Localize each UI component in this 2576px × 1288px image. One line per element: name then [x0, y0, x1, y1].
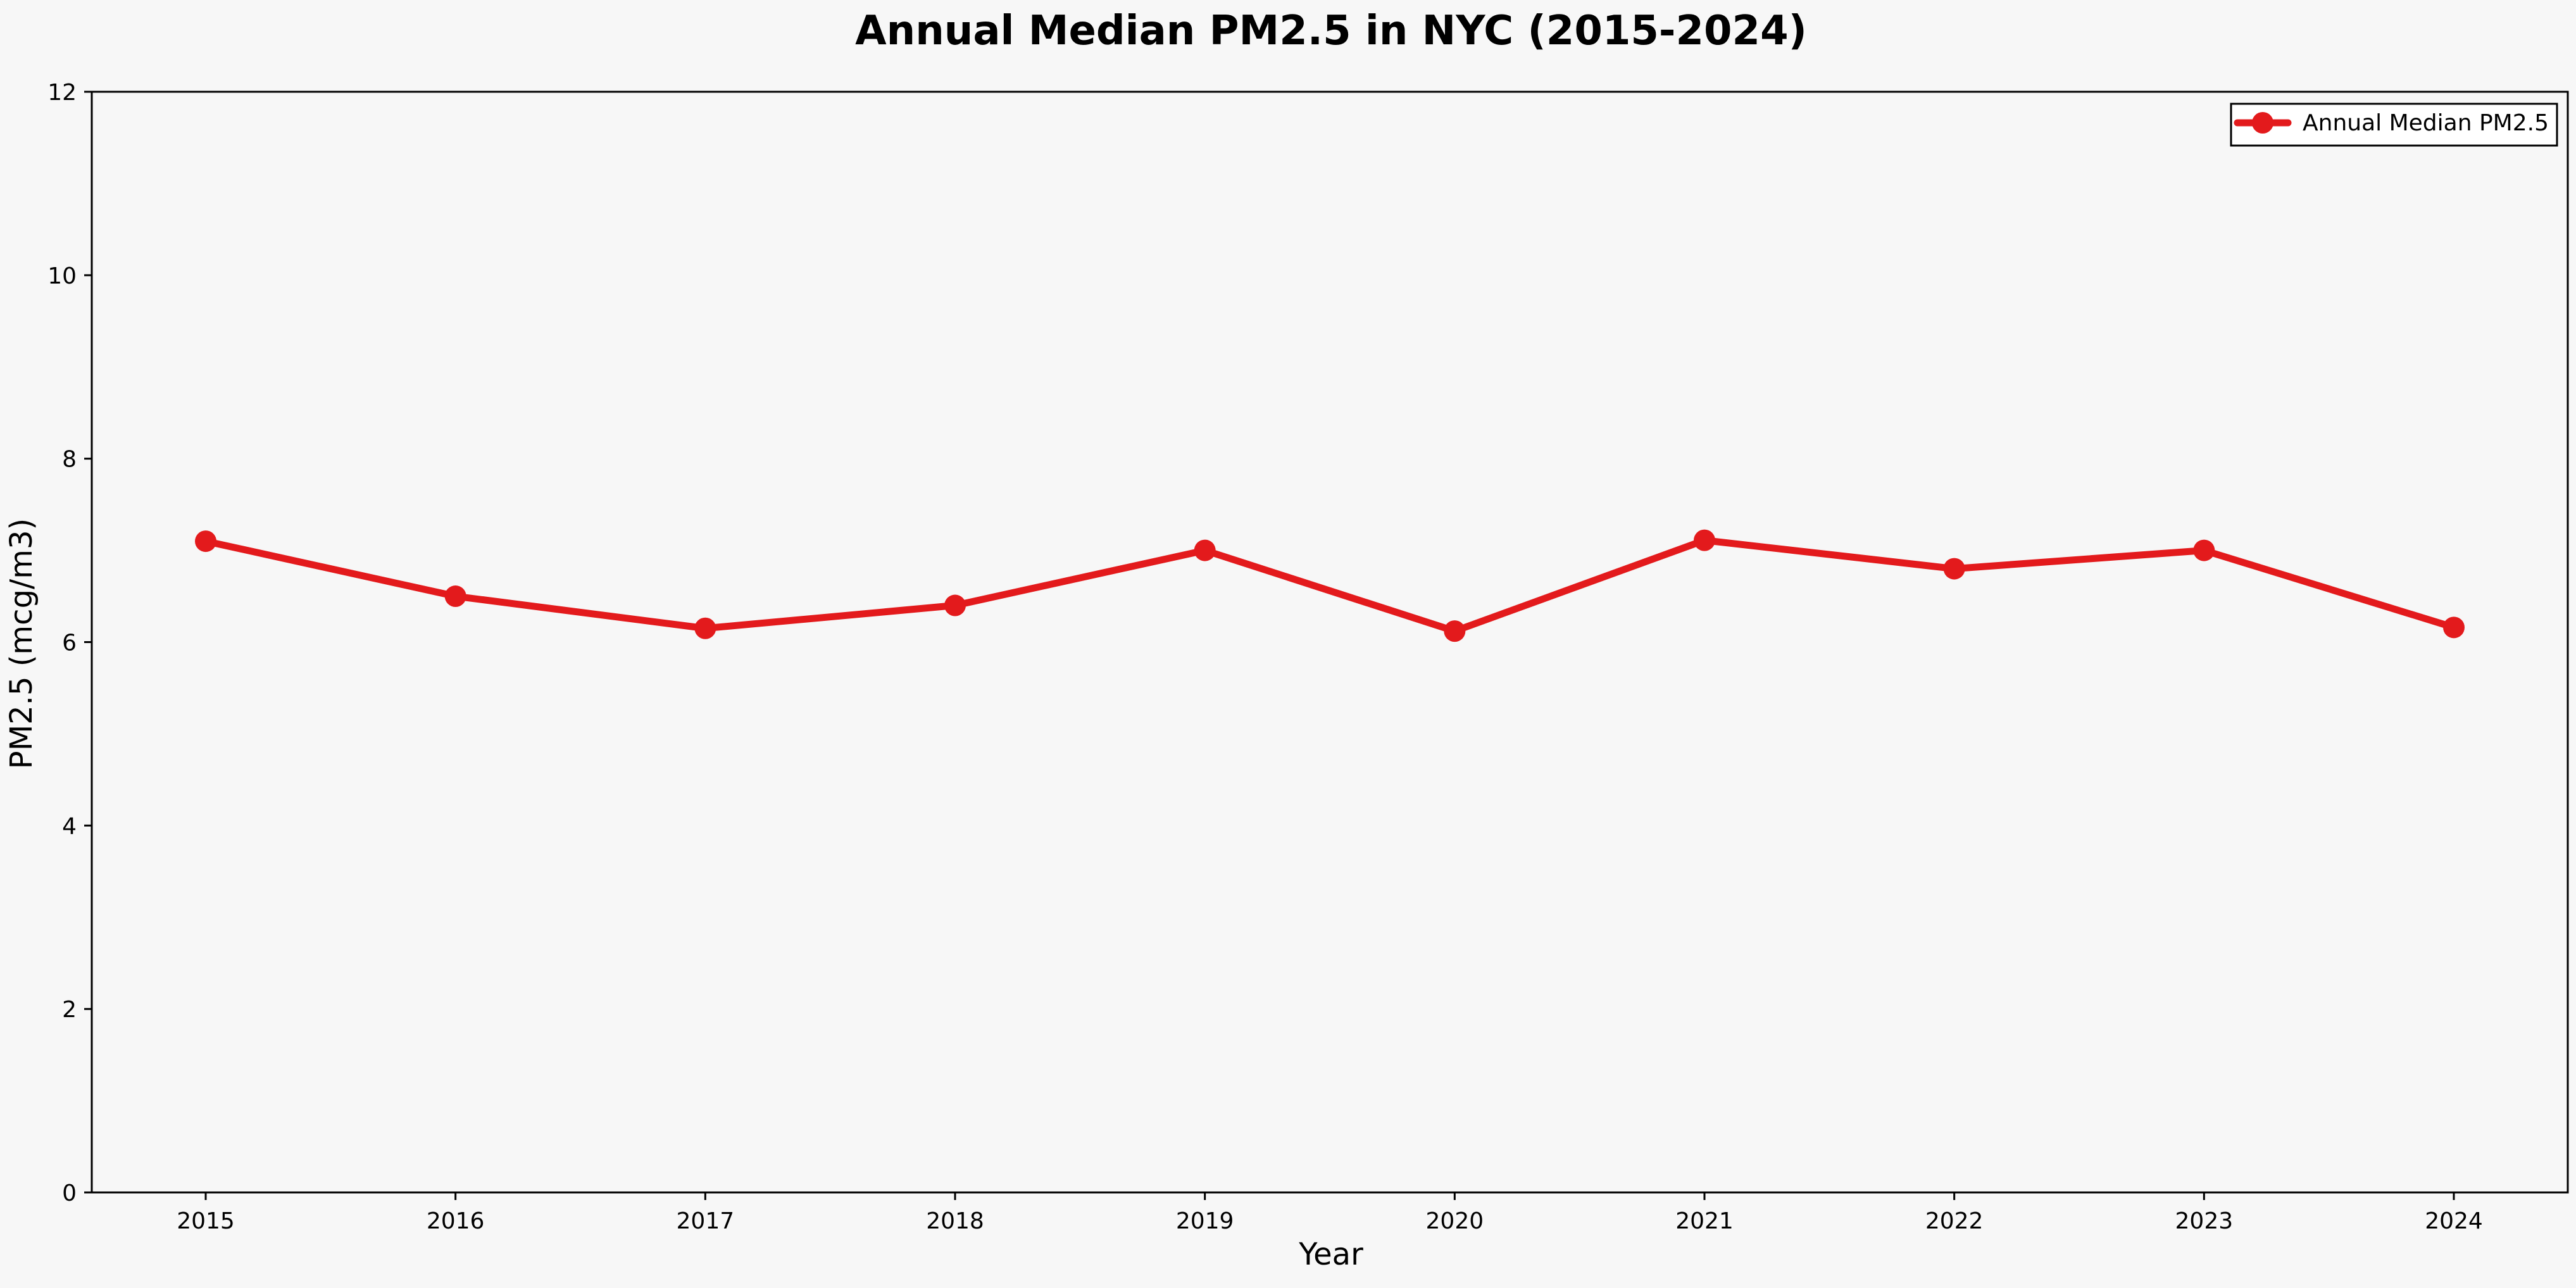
y-axis-ticks: 0 2 4 6 8 10 12	[47, 80, 92, 1206]
x-axis-ticks: 2015 2016 2017 2018 2019 2020 2021 2022 2023 2024	[177, 1192, 2483, 1234]
data-point-2020	[1444, 620, 1466, 642]
data-point-2017	[694, 617, 716, 639]
data-point-2015	[195, 530, 216, 553]
legend-marker	[2252, 112, 2273, 134]
x-axis-label: Year	[1298, 1237, 1363, 1272]
legend: Annual Median PM2.5	[2230, 103, 2558, 147]
y-tick-label: 2	[62, 997, 77, 1023]
data-point-2016	[444, 585, 466, 608]
y-tick-label: 8	[62, 447, 77, 473]
x-tick-label: 2017	[677, 1208, 735, 1234]
x-tick-label: 2022	[1925, 1208, 1984, 1234]
data-point-2024	[2443, 616, 2465, 639]
x-tick-label: 2020	[1426, 1208, 1484, 1234]
chart-title: Annual Median PM2.5 in NYC (2015-2024)	[855, 8, 1807, 54]
x-tick-label: 2023	[2175, 1208, 2234, 1234]
y-tick-label: 4	[62, 813, 77, 839]
data-point-2019	[1194, 539, 1216, 561]
data-point-2021	[1694, 529, 1715, 551]
x-tick-label: 2015	[177, 1208, 235, 1234]
x-tick-label: 2024	[2425, 1208, 2483, 1234]
data-point-2022	[1943, 558, 1965, 580]
y-tick-label: 0	[62, 1180, 77, 1206]
x-tick-label: 2018	[926, 1208, 984, 1234]
series-line	[202, 537, 2458, 635]
y-axis-label: PM2.5 (mcg/m3)	[4, 518, 39, 770]
x-tick-label: 2016	[427, 1208, 485, 1234]
legend-label: Annual Median PM2.5	[2303, 110, 2549, 136]
y-tick-label: 12	[47, 80, 77, 106]
data-point-2018	[944, 594, 966, 616]
data-point-2023	[2193, 539, 2215, 561]
y-tick-label: 6	[62, 630, 77, 656]
x-tick-label: 2021	[1675, 1208, 1734, 1234]
x-tick-label: 2019	[1176, 1208, 1234, 1234]
plot-area-frame	[91, 91, 2569, 1194]
y-tick-label: 10	[47, 263, 77, 289]
series-layer	[195, 529, 2465, 642]
